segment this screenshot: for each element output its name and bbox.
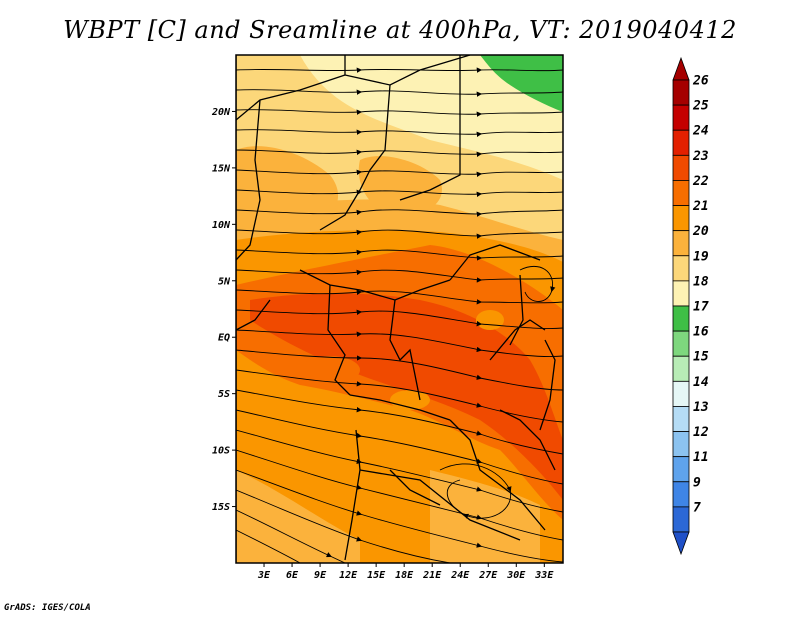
lat-tick-label: 5N bbox=[218, 276, 231, 287]
lon-tick-label: 33E bbox=[534, 570, 554, 581]
colorbar-swatch bbox=[672, 305, 690, 332]
colorbar-label: 19 bbox=[693, 249, 709, 264]
colorbar-top-arrow bbox=[672, 56, 690, 81]
field-band-17 bbox=[480, 55, 563, 112]
longitude-axis: 3E 6E 9E 12E 15E 18E 21E 24E 27E 30E 33E bbox=[257, 563, 554, 581]
colorbar-label: 13 bbox=[693, 400, 709, 415]
streamlines bbox=[236, 67, 563, 563]
lon-tick-label: 30E bbox=[506, 570, 526, 581]
colorbar-label: 15 bbox=[693, 350, 709, 365]
colorbar-swatch bbox=[672, 380, 690, 407]
colorbar-label: 23 bbox=[692, 149, 709, 164]
lat-tick-label: 10S bbox=[212, 446, 230, 457]
colorbar-bottom-arrow bbox=[672, 531, 690, 556]
colorbar-swatch bbox=[672, 129, 690, 156]
colorbar-swatch bbox=[672, 255, 690, 282]
colorbar-swatch bbox=[672, 280, 690, 307]
colorbar-label: 21 bbox=[692, 199, 709, 214]
colorbar-label: 25 bbox=[692, 99, 709, 114]
lon-tick-label: 27E bbox=[478, 570, 498, 581]
lon-tick-label: 9E bbox=[314, 570, 327, 581]
colorbar-label: 24 bbox=[692, 124, 709, 139]
colorbar-label: 26 bbox=[692, 74, 709, 89]
lat-tick-label: 15N bbox=[212, 163, 231, 174]
lat-tick-label: 15S bbox=[212, 502, 230, 513]
lon-tick-label: 3E bbox=[257, 570, 271, 581]
colorbar-swatch bbox=[672, 180, 690, 206]
colorbar-swatch bbox=[672, 330, 690, 357]
lat-tick-label: EQ bbox=[218, 333, 230, 344]
colorbar-label: 14 bbox=[693, 375, 709, 390]
field-pocket-21-b bbox=[476, 310, 504, 330]
colorbar-label: 22 bbox=[692, 174, 709, 189]
map-panel bbox=[236, 55, 563, 563]
chart-title: WBPT [C] and Sreamline at 400hPa, VT: 20… bbox=[63, 16, 737, 44]
colorbar: 26 25 24 23 22 21 20 19 18 17 16 15 14 13 12 11 9 7 bbox=[672, 56, 709, 556]
field-band-18 bbox=[300, 55, 563, 180]
field-band-23 bbox=[250, 293, 563, 500]
colorbar-swatch bbox=[672, 355, 690, 382]
colorbar-swatch bbox=[672, 79, 690, 106]
colorbar-swatch bbox=[672, 104, 690, 131]
colorbar-swatch bbox=[672, 506, 690, 533]
lon-tick-label: 12E bbox=[339, 570, 358, 581]
lon-tick-label: 18E bbox=[395, 570, 414, 581]
colorbar-label: 11 bbox=[693, 450, 709, 465]
lat-tick-label: 5S bbox=[218, 389, 230, 400]
map-frame bbox=[235, 54, 564, 564]
colorbar-swatch bbox=[672, 154, 690, 181]
lon-tick-label: 24E bbox=[450, 570, 470, 581]
colorbar-label: 7 bbox=[693, 500, 701, 515]
lon-tick-label: 21E bbox=[422, 570, 442, 581]
field-pocket-22-a bbox=[300, 356, 360, 384]
colorbar-swatch bbox=[672, 481, 690, 508]
colorbar-label: 18 bbox=[693, 274, 709, 289]
lat-tick-label: 20N bbox=[211, 107, 231, 118]
credit-text: GrADS: IGES/COLA bbox=[4, 603, 91, 613]
colorbar-label: 20 bbox=[692, 224, 709, 239]
colorbar-label: 9 bbox=[693, 475, 701, 490]
colorbar-swatch bbox=[672, 205, 690, 232]
colorbar-label: 12 bbox=[693, 425, 709, 440]
colorbar-swatch bbox=[672, 230, 690, 257]
lat-tick-label: 10N bbox=[212, 220, 231, 231]
colorbar-label: 16 bbox=[693, 325, 709, 340]
colorbar-label: 17 bbox=[693, 300, 709, 315]
lon-tick-label: 6E bbox=[286, 570, 299, 581]
lon-tick-label: 15E bbox=[367, 570, 386, 581]
field-band-20-south bbox=[236, 470, 360, 563]
latitude-axis: 20N 15N 10N 5N EQ 5S 10S 15S bbox=[211, 107, 236, 513]
colorbar-swatch bbox=[672, 406, 690, 432]
colorbar-swatch bbox=[672, 431, 690, 458]
colorbar-swatch bbox=[672, 456, 690, 483]
